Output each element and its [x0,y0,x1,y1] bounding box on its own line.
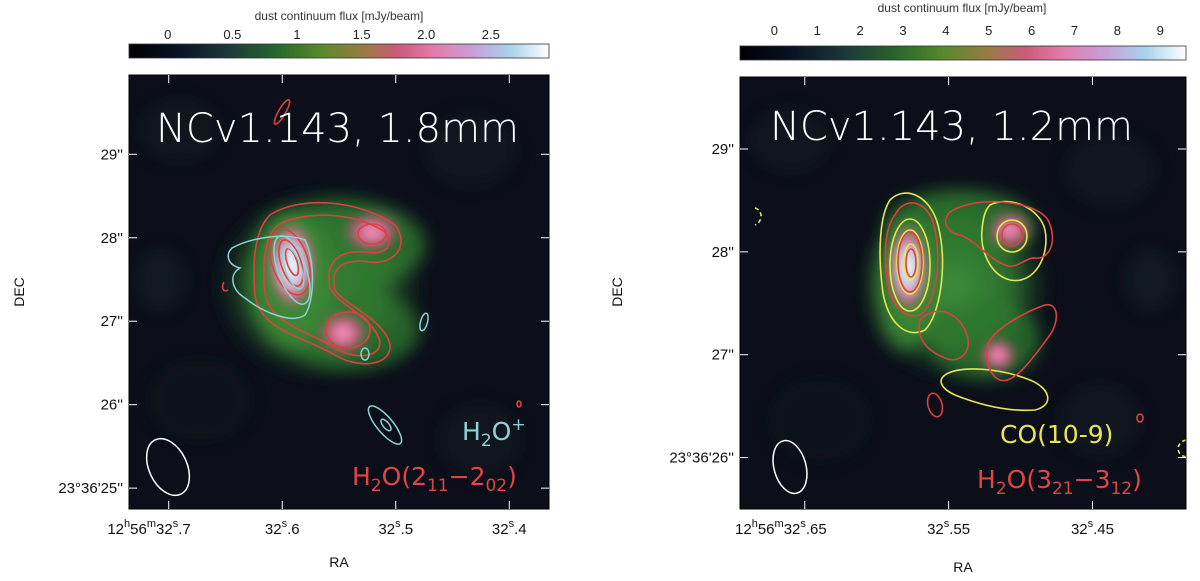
colorbar-tick-label: 1 [293,27,300,42]
x-tick-label: 32s​.6 [265,518,300,538]
plot-frame-2 [739,76,1187,510]
x-tick-label: 12h​56m​32s​.7 [107,518,190,538]
legend-2-co: CO(10-9) [1000,420,1113,449]
colorbar-tick-label: 2.0 [417,27,435,42]
legend-1-h2oplus: H2O+ [462,415,526,451]
y-tick-labels-1: 23°36'25'' 26'' 27'' 28'' 29'' [58,146,123,497]
y-tick-label: 23°36'26'' [669,450,734,467]
colorbar-tick-label: 7 [1071,23,1078,38]
colorbar-tick-label: 8 [1114,23,1121,38]
x-tick-label: 32s​.55 [927,518,970,538]
colorbar-tick-label: 2.5 [482,27,500,42]
colorbar-2-label: dust continuum flux [mJy/beam] [878,1,1047,15]
x-tick-labels-1: 12h​56m​32s​.7 32s​.6 32s​.5 32s​.4 [107,518,526,538]
colorbar-tick-label: 0 [771,23,778,38]
y-tick-label: 29'' [712,141,735,158]
x-tick-label: 32s​.4 [492,518,527,538]
beam-ellipse-2 [772,439,808,495]
colorbar-tick-label: 0 [164,27,171,42]
colorbar-tick-label: 6 [1028,23,1035,38]
colorbar-tick-label: 0.5 [223,27,241,42]
x-axis-label-2: RA [953,559,973,575]
axis-ticks-2 [740,77,1186,509]
colorbar-tick-label: 9 [1157,23,1164,38]
colorbar-1 [128,43,550,59]
panel-2: dust continuum flux [mJy/beam] 0 1 2 3 4 5 6 7 8… [609,1,1187,575]
x-axis-label-1: RA [329,554,349,570]
y-axis-label-1: DEC [11,277,27,307]
colorbar-1-label: dust continuum flux [mJy/beam] [255,9,424,23]
x-tick-label: 32s​.45 [1071,518,1114,538]
y-tick-label: 23°36'25'' [58,480,123,497]
beam-ellipse-1 [145,437,191,497]
axis-ticks-1 [129,75,549,509]
y-tick-label: 29'' [101,146,124,163]
contours-h2oplus-1 [227,235,429,445]
plot-frame-1 [128,74,550,510]
panel-1: dust continuum flux [mJy/beam] 0 0.5 1 1.5 2… [11,9,550,570]
y-axis-label-2: DEC [609,277,625,307]
panel-1-title: NCv1.143, 1.8mm [156,106,519,152]
y-tick-label: 26'' [101,397,124,414]
colorbar-tick-label: 1.5 [353,27,371,42]
x-tick-labels-2: 12h​56m​32s​.65 32s​.55 32s​.45 [735,518,1114,538]
y-tick-labels-2: 23°36'26'' 27'' 28'' 29'' [669,141,734,467]
contours-h2o-2 [884,200,1144,423]
y-tick-label: 28'' [712,244,735,261]
x-tick-label: 12h​56m​32s​.65 [735,518,827,538]
x-tick-label: 32s​.5 [378,518,413,538]
y-tick-label: 27'' [712,347,735,364]
panel-2-title: NCv1.143, 1.2mm [770,104,1133,150]
colorbar-tick-label: 3 [899,23,906,38]
contours-h2o-1 [221,98,522,408]
colorbar-tick-label: 1 [814,23,821,38]
y-tick-label: 27'' [101,313,124,330]
colorbar-tick-label: 5 [985,23,992,38]
y-tick-label: 28'' [101,230,124,247]
colorbar-tick-label: 2 [856,23,863,38]
contours-co-2 [754,192,1186,458]
colorbar-2 [739,45,1187,61]
colorbar-tick-label: 4 [942,23,949,38]
